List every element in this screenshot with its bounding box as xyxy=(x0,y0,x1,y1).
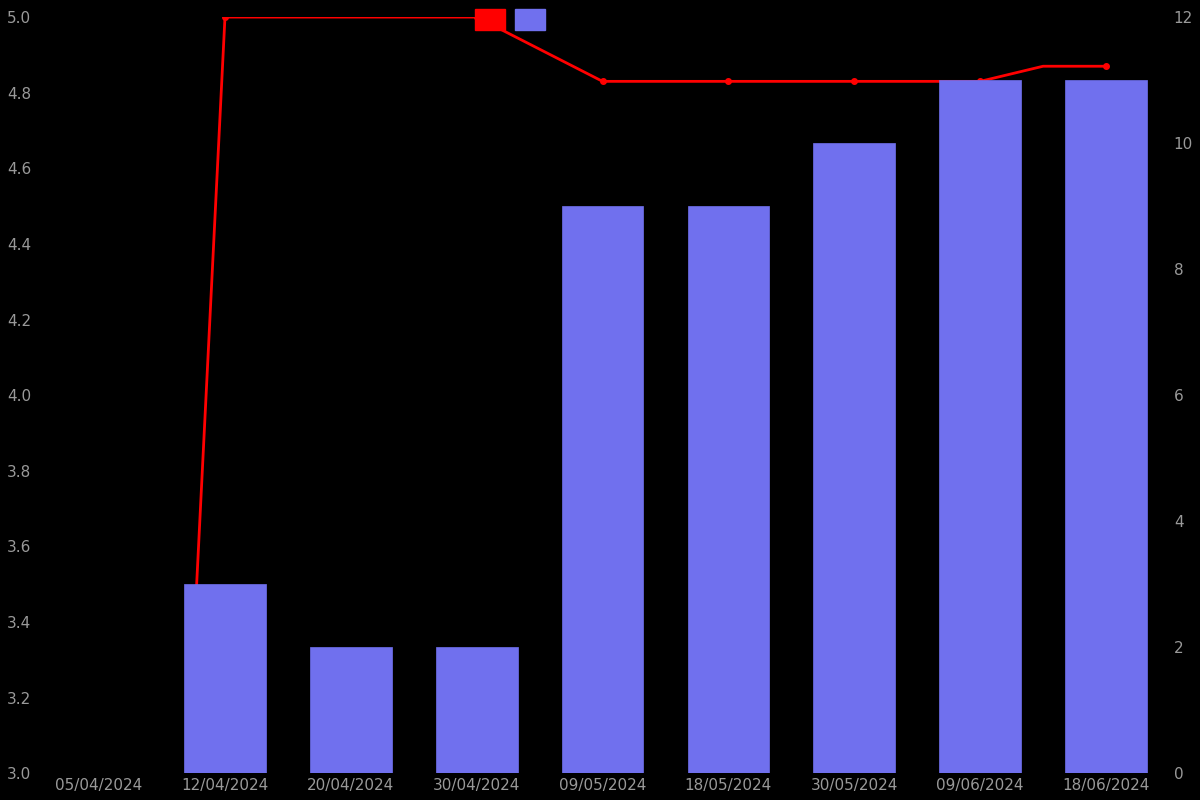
Bar xyxy=(310,647,391,773)
Bar xyxy=(436,647,517,773)
Bar xyxy=(562,206,643,773)
Bar xyxy=(814,143,895,773)
Bar xyxy=(688,206,769,773)
Legend: , : , xyxy=(469,2,556,37)
Bar xyxy=(940,80,1021,773)
Bar xyxy=(1066,80,1147,773)
Bar xyxy=(184,584,266,773)
